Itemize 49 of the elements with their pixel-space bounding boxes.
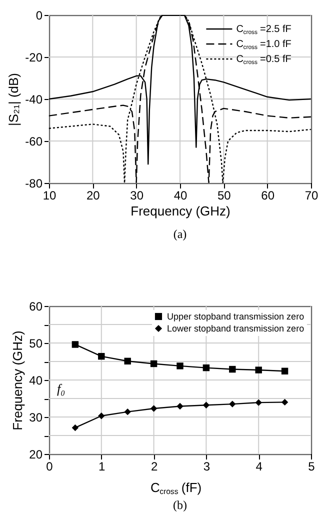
text: (a) bbox=[173, 227, 187, 241]
y-tick-label: 0 bbox=[36, 8, 43, 22]
legend-label: Lower stopband transmission zero bbox=[167, 324, 304, 334]
x-tick-label: 2 bbox=[150, 460, 158, 474]
point bbox=[124, 408, 131, 416]
point bbox=[150, 360, 158, 368]
point bbox=[176, 362, 184, 370]
x-tick-label: 5 bbox=[308, 460, 316, 474]
x-axis-title: Frequency (GHz) bbox=[130, 204, 230, 218]
y-tick-label: 60 bbox=[29, 300, 43, 314]
y-tick-label: -60 bbox=[25, 134, 43, 148]
point bbox=[281, 368, 288, 374]
point bbox=[281, 398, 288, 406]
point bbox=[255, 399, 262, 406]
y-tick-label: -40 bbox=[25, 92, 43, 106]
y-tick-label: -80 bbox=[25, 176, 43, 190]
x-tick-label: 20 bbox=[86, 188, 100, 202]
x-tick-label: 4 bbox=[256, 460, 263, 474]
text: (b) bbox=[173, 498, 187, 512]
point bbox=[98, 412, 105, 420]
x-tick-label: 50 bbox=[217, 188, 232, 202]
x-tick-label: 30 bbox=[130, 188, 144, 202]
point bbox=[176, 402, 184, 410]
point bbox=[255, 366, 262, 374]
x-tick-label: 60 bbox=[261, 188, 275, 202]
y-tick-label: 30 bbox=[29, 410, 43, 424]
legend-label: Upper stopband transmission zero bbox=[167, 312, 304, 322]
x-tick-label: 0 bbox=[46, 460, 54, 474]
point bbox=[98, 352, 105, 360]
y-axis-title: Frequency (GHz) bbox=[10, 330, 26, 430]
point bbox=[72, 341, 79, 348]
x-tick-label: 40 bbox=[174, 188, 188, 202]
point bbox=[229, 366, 236, 373]
annotation: f₀ bbox=[57, 380, 66, 396]
y-tick-label: 20 bbox=[29, 448, 43, 462]
point bbox=[124, 358, 131, 364]
point bbox=[229, 400, 236, 408]
point bbox=[202, 402, 210, 409]
x-tick-label: 3 bbox=[203, 460, 210, 474]
x-tick-label: 1 bbox=[98, 460, 106, 474]
y-tick-label: 40 bbox=[29, 374, 43, 388]
point bbox=[72, 424, 79, 432]
y-tick-label: 50 bbox=[29, 336, 43, 350]
y-tick-label: -20 bbox=[25, 50, 43, 64]
point bbox=[150, 405, 158, 412]
y-axis-title: |S₂₁| (dB) bbox=[6, 72, 22, 126]
x-tick-label: 70 bbox=[304, 188, 318, 202]
point bbox=[202, 364, 210, 372]
x-tick-label: 10 bbox=[42, 188, 56, 202]
